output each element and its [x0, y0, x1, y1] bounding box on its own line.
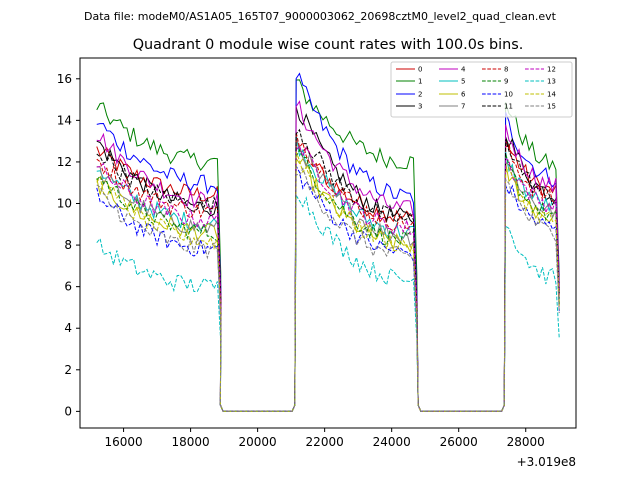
legend-label-13: 13: [547, 78, 556, 86]
y-tick-label: 4: [64, 321, 72, 335]
chart-title: Quadrant 0 module wise count rates with …: [133, 37, 524, 53]
y-axis: 0 2 4 6 8 10 12 14 16: [57, 72, 80, 418]
chart-suptitle: Data file: modeM0/AS1A05_165T07_90000030…: [84, 10, 557, 23]
legend-label-15: 15: [547, 103, 556, 111]
legend-box: [390, 61, 573, 118]
plot-frame: [79, 57, 577, 429]
y-tick-label: 16: [57, 72, 72, 86]
legend-label-9: 9: [504, 78, 508, 86]
legend-label-12: 12: [547, 66, 556, 74]
x-tick-label: 16000: [104, 435, 142, 449]
series-line-12: [96, 144, 560, 412]
x-tick-label: 28000: [507, 435, 545, 449]
legend-label-1: 1: [418, 78, 422, 86]
legend-label-7: 7: [461, 103, 465, 111]
legend-label-0: 0: [418, 66, 422, 74]
series-line-15: [96, 167, 560, 412]
x-tick-label: 24000: [373, 435, 411, 449]
plot-area: [80, 58, 576, 428]
x-tick-label: 20000: [239, 435, 277, 449]
x-axis: 16000 18000 20000 22000 24000 26000 28000: [104, 428, 545, 449]
legend-label-2: 2: [418, 91, 422, 99]
y-tick-label: 6: [64, 280, 72, 294]
legend-label-8: 8: [504, 66, 508, 74]
x-tick-label: 26000: [440, 435, 478, 449]
x-tick-label: 22000: [306, 435, 344, 449]
legend-label-6: 6: [461, 91, 466, 99]
legend-label-11: 11: [504, 103, 513, 111]
legend-label-5: 5: [461, 78, 465, 86]
legend-label-3: 3: [418, 103, 422, 111]
legend-label-10: 10: [504, 91, 513, 99]
legend-label-14: 14: [547, 91, 556, 99]
y-tick-label: 14: [57, 113, 72, 127]
y-tick-label: 10: [57, 197, 72, 211]
series-layer: [96, 72, 560, 412]
y-tick-label: 0: [64, 404, 72, 418]
y-tick-label: 12: [57, 155, 72, 169]
y-tick-label: 8: [64, 238, 72, 252]
legend-label-4: 4: [461, 66, 466, 74]
series-line-14: [96, 151, 560, 412]
x-tick-label: 18000: [172, 435, 210, 449]
x-offset-label: +3.019e8: [517, 455, 576, 469]
y-tick-label: 2: [64, 363, 72, 377]
